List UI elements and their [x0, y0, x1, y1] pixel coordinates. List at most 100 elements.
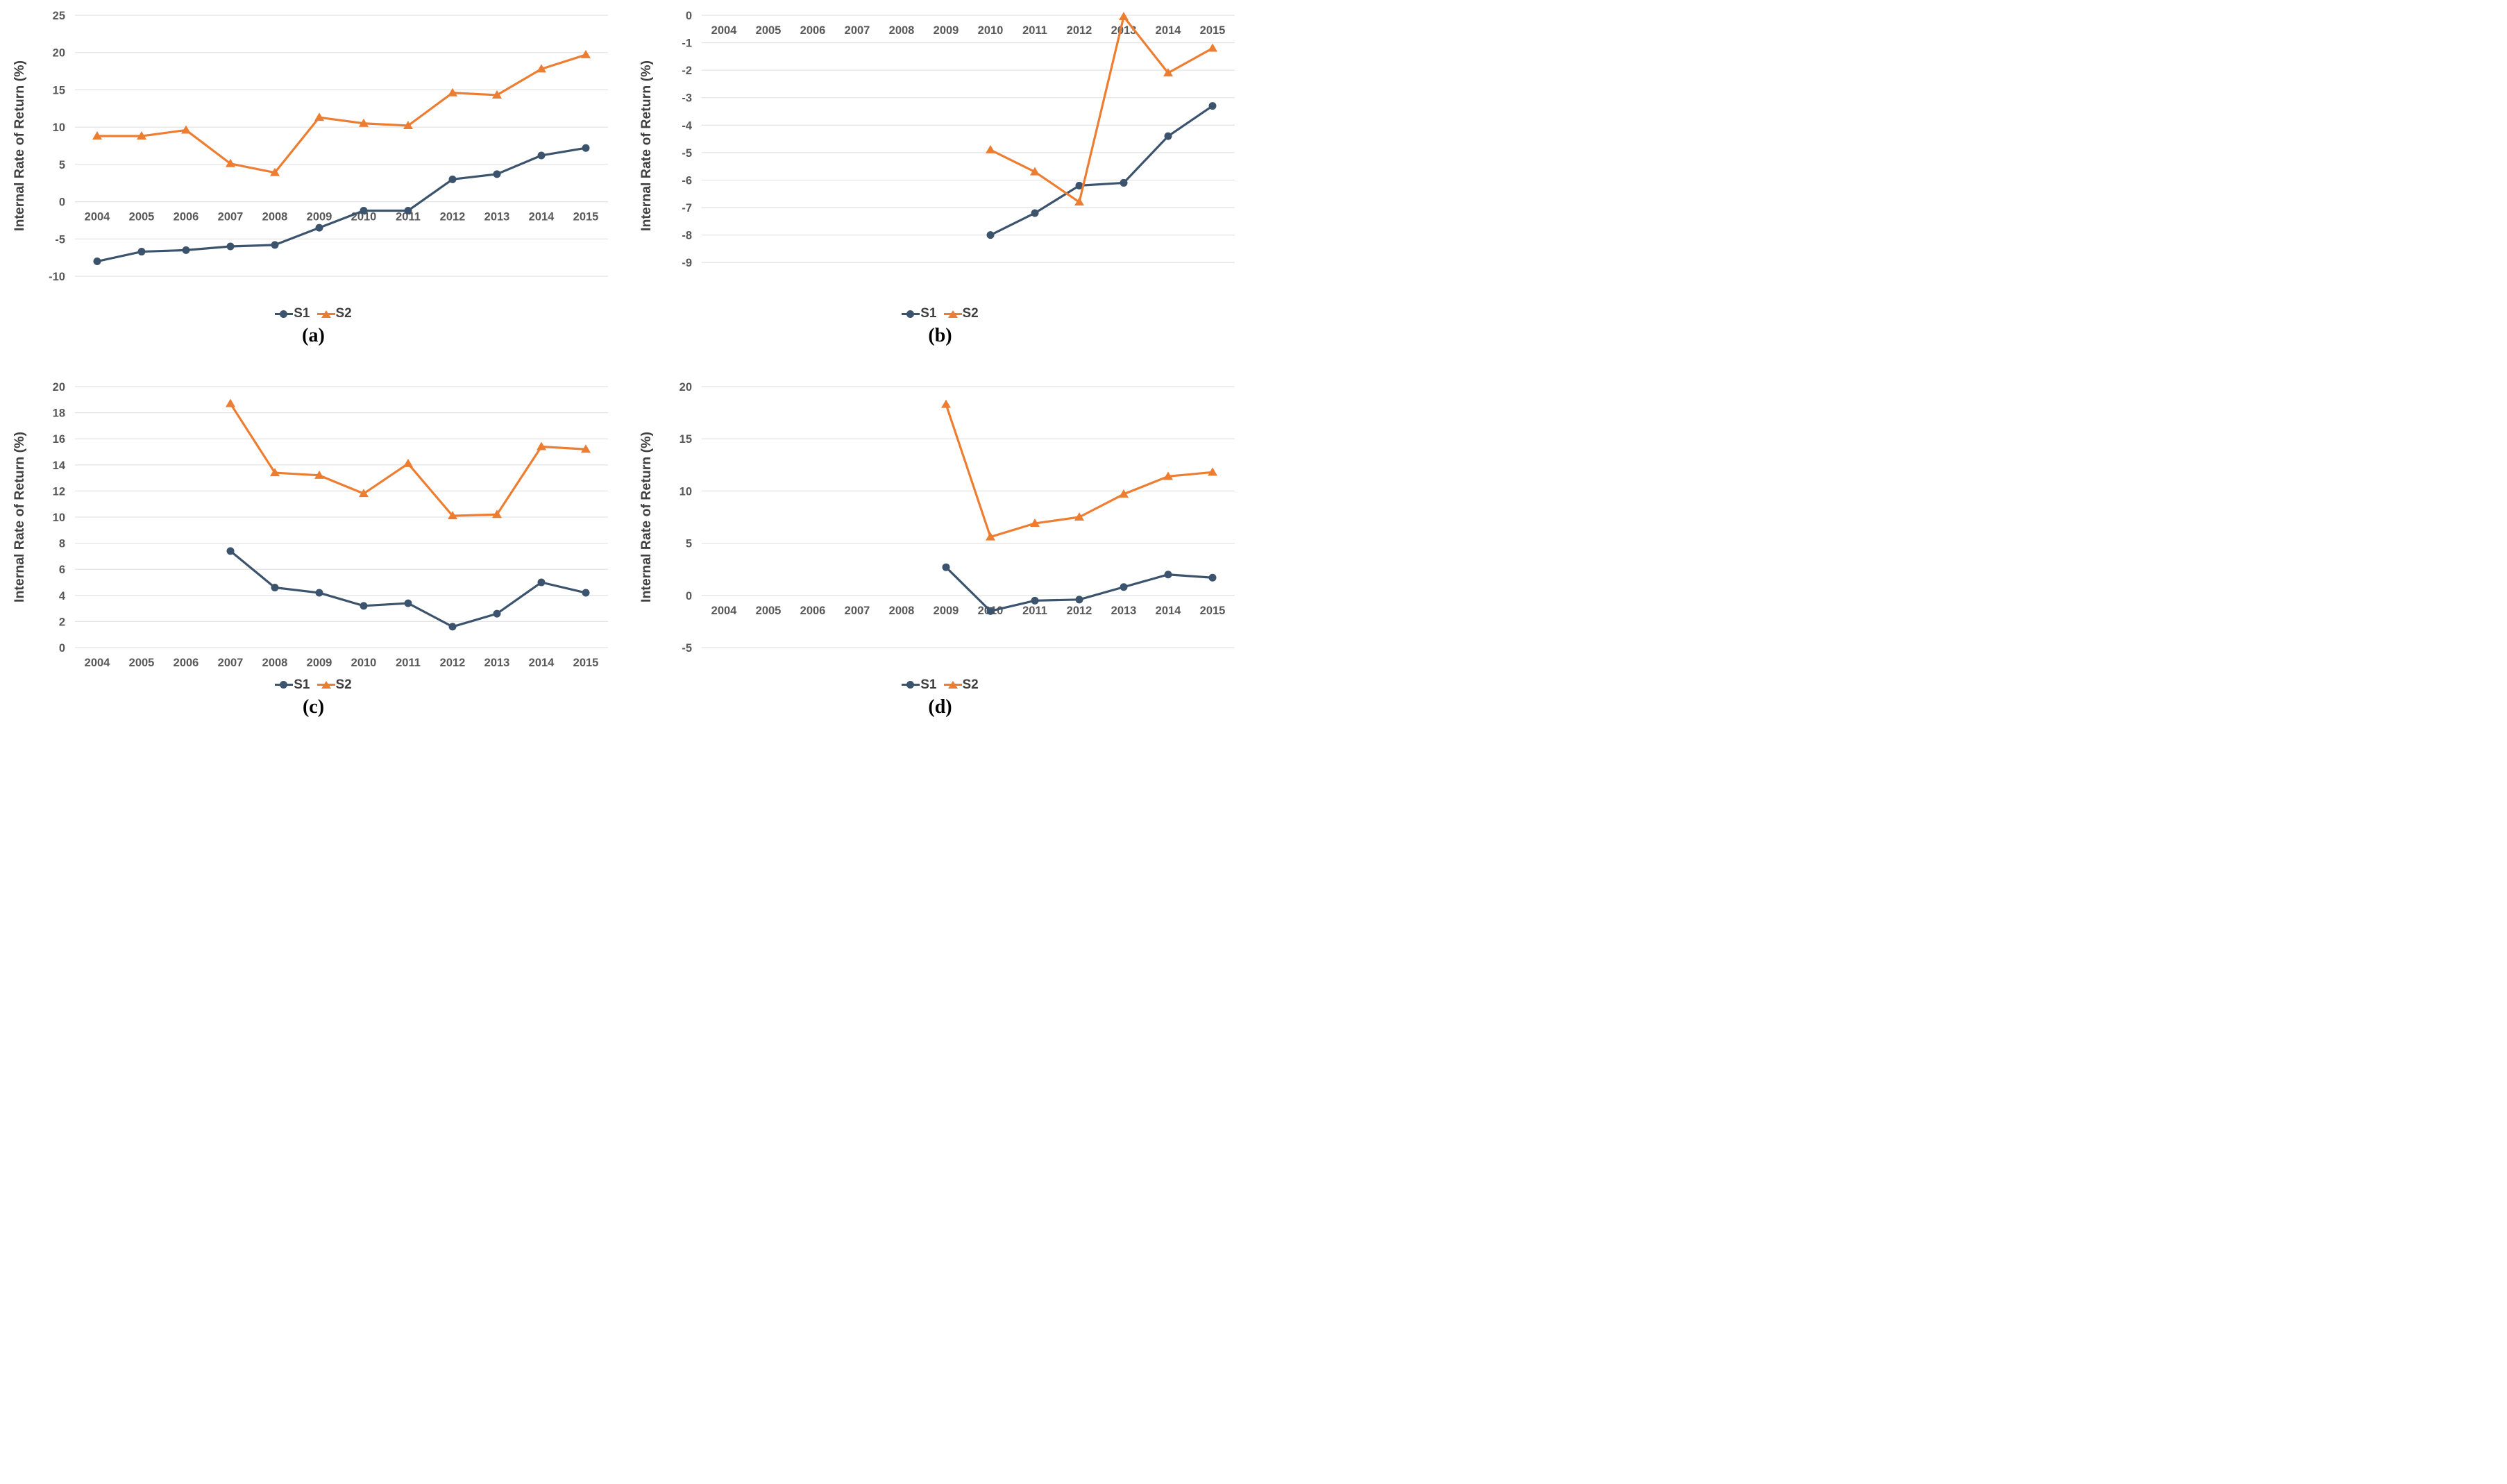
svg-text:18: 18	[52, 407, 65, 419]
legend-item-s1: S1	[275, 306, 310, 321]
svg-text:2013: 2013	[1111, 604, 1136, 616]
svg-text:2006: 2006	[173, 211, 199, 224]
four-panel-irr-line-chart-figure: 25 20 15 10 5 0 -5 -10 2004 2005 2006 2007 2008 2009 2…	[0, 0, 1254, 742]
panel-a: 25 20 15 10 5 0 -5 -10 2004 2005 2006 2007 2008 2009 2…	[0, 0, 627, 371]
svg-text:2007: 2007	[217, 211, 243, 224]
svg-text:-1: -1	[682, 37, 692, 50]
svg-text:2010: 2010	[977, 24, 1003, 37]
svg-text:2008: 2008	[262, 657, 287, 669]
caption-d: (d)	[928, 695, 952, 718]
s2-triangle-marker-icon	[943, 680, 962, 690]
svg-text:2007: 2007	[844, 604, 870, 616]
svg-text:5: 5	[685, 537, 691, 550]
svg-text:2005: 2005	[128, 657, 154, 669]
svg-text:-5: -5	[682, 642, 692, 655]
caption-c: (c)	[302, 695, 325, 718]
chart-d-plot: 20151050-5200420052006200720082009201020…	[639, 381, 1235, 655]
legend-item-s1: S1	[275, 677, 310, 693]
svg-text:2007: 2007	[844, 24, 870, 37]
legend-c: S1 S2	[275, 677, 352, 693]
svg-text:10: 10	[679, 485, 691, 498]
s1-circle-marker-icon	[902, 309, 920, 319]
chart-b: 0 -1 -2 -3 -4 -5 -6 -7 -8 -9 2004 2005 2006 2007 2008 2…	[635, 6, 1246, 305]
svg-text:2008: 2008	[888, 604, 914, 616]
s1-circle-marker-icon	[275, 680, 294, 690]
svg-text:-10: -10	[49, 271, 65, 283]
svg-text:2015: 2015	[1199, 24, 1225, 37]
svg-text:2013: 2013	[1111, 24, 1136, 37]
svg-text:25: 25	[52, 10, 65, 22]
svg-text:2009: 2009	[933, 604, 959, 616]
legend-label-s1: S1	[294, 677, 310, 692]
svg-text:20: 20	[679, 381, 691, 394]
svg-text:Internal Rate of Return (%): Internal Rate of Return (%)	[639, 432, 654, 602]
legend-label-s2: S2	[962, 677, 979, 692]
svg-text:16: 16	[52, 433, 65, 446]
svg-text:4: 4	[58, 589, 65, 602]
svg-text:2012: 2012	[439, 657, 465, 669]
svg-text:Internal Rate of Return (%): Internal Rate of Return (%)	[639, 60, 654, 231]
svg-text:2004: 2004	[84, 657, 110, 669]
svg-text:2011: 2011	[1022, 24, 1047, 37]
svg-text:2012: 2012	[1066, 604, 1092, 616]
caption-a: (a)	[302, 325, 325, 346]
s1-circle-marker-icon	[902, 680, 920, 690]
svg-text:2009: 2009	[933, 24, 959, 37]
svg-text:-2: -2	[682, 65, 692, 77]
panel-c: 20 18 16 14 12 10 8 6 4 2 0 2004 2005 2006 2007 2008 200…	[0, 371, 627, 743]
legend-label-s1: S1	[294, 306, 310, 321]
svg-text:2013: 2013	[484, 657, 509, 669]
svg-text:-6: -6	[682, 174, 692, 187]
svg-text:20: 20	[52, 381, 65, 394]
svg-text:2007: 2007	[217, 657, 243, 669]
chart-c: 20 18 16 14 12 10 8 6 4 2 0 2004 2005 2006 2007 2008 200…	[8, 377, 619, 677]
svg-text:2006: 2006	[173, 657, 199, 669]
s1-circle-marker-icon	[275, 309, 294, 319]
svg-text:12: 12	[52, 485, 65, 498]
s2-triangle-marker-icon	[316, 309, 335, 319]
chart-b-plot: 0 -1 -2 -3 -4 -5 -6 -7 -8 -9 2004 2005 2006 2007 2008 2…	[639, 10, 1235, 269]
legend-a: S1 S2	[275, 305, 352, 322]
svg-text:2010: 2010	[351, 657, 376, 669]
legend-item-s2: S2	[943, 306, 979, 321]
svg-text:0: 0	[58, 642, 65, 655]
svg-text:2004: 2004	[711, 24, 737, 37]
svg-text:2005: 2005	[755, 604, 781, 616]
svg-text:10: 10	[52, 512, 65, 524]
chart-d: 20151050-5200420052006200720082009201020…	[635, 377, 1246, 677]
svg-text:2011: 2011	[396, 211, 421, 224]
svg-text:-9: -9	[682, 257, 692, 269]
svg-text:-3: -3	[682, 92, 692, 105]
svg-text:5: 5	[58, 159, 65, 171]
s2-triangle-marker-icon	[943, 309, 962, 319]
svg-text:2014: 2014	[528, 657, 555, 669]
s2-triangle-marker-icon	[316, 680, 335, 690]
svg-text:2014: 2014	[1155, 604, 1181, 616]
panel-b: 0 -1 -2 -3 -4 -5 -6 -7 -8 -9 2004 2005 2006 2007 2008 2…	[627, 0, 1254, 371]
svg-text:2006: 2006	[800, 24, 825, 37]
svg-text:2013: 2013	[484, 211, 509, 224]
legend-item-s2: S2	[316, 306, 352, 321]
svg-text:15: 15	[52, 84, 65, 96]
svg-text:0: 0	[685, 10, 691, 22]
svg-text:-5: -5	[55, 233, 65, 246]
svg-text:Internal Rate of Return (%): Internal Rate of Return (%)	[12, 60, 27, 231]
svg-text:2015: 2015	[573, 211, 598, 224]
svg-text:10: 10	[52, 121, 65, 134]
chart-a: 25 20 15 10 5 0 -5 -10 2004 2005 2006 2007 2008 2009 2…	[8, 6, 619, 305]
legend-label-s2: S2	[335, 306, 352, 321]
legend-label-s1: S1	[920, 677, 937, 692]
svg-text:0: 0	[685, 589, 691, 602]
svg-text:15: 15	[679, 433, 691, 446]
svg-text:-4: -4	[682, 119, 692, 132]
svg-text:6: 6	[58, 564, 65, 576]
panel-d: 20151050-5200420052006200720082009201020…	[627, 371, 1254, 743]
legend-label-s1: S1	[920, 306, 937, 321]
svg-text:-7: -7	[682, 202, 692, 214]
svg-text:-5: -5	[682, 147, 692, 160]
svg-text:Internal Rate of Return (%): Internal Rate of Return (%)	[12, 432, 27, 602]
svg-text:2011: 2011	[1022, 604, 1047, 616]
svg-text:14: 14	[52, 459, 65, 471]
